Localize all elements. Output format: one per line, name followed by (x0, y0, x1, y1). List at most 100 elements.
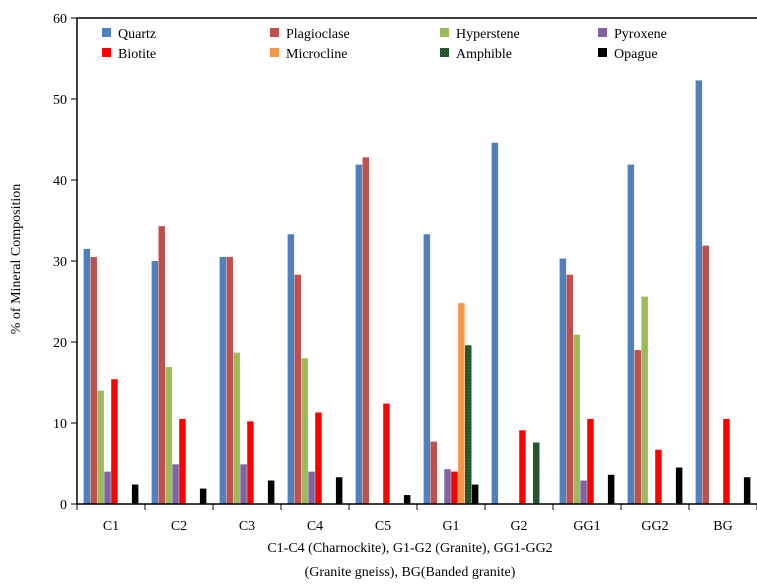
bar-biotite-gg2 (655, 449, 662, 504)
caption-line-1: C1-C4 (Charnockite), G1-G2 (Granite), GG… (267, 541, 552, 556)
bar-quartz-gg2 (627, 164, 635, 505)
bar-opague-c5 (403, 495, 411, 504)
legend-label: Biotite (118, 47, 156, 62)
category-group-c5 (355, 157, 411, 505)
category-group-g2 (491, 142, 540, 505)
bar-opague-g1 (471, 484, 479, 504)
bar-plagioclase-c4 (294, 274, 301, 504)
legend-swatch (440, 28, 449, 37)
legend-label: Amphible (456, 47, 512, 62)
y-tick-label: 0 (60, 498, 67, 513)
legend-item-pyroxene: Pyroxene (598, 27, 667, 42)
bar-quartz-g1 (423, 234, 431, 504)
bar-quartz-c4 (287, 234, 295, 504)
bar-opague-gg1 (607, 474, 615, 504)
y-tick-label: 50 (53, 93, 67, 108)
bar-plagioclase-bg (702, 245, 709, 505)
category-group-c1 (83, 248, 139, 504)
bar-plagioclase-gg1 (566, 274, 573, 504)
legend-swatch (440, 48, 449, 57)
x-tick-label: C2 (171, 519, 187, 534)
bar-plagioclase-c5 (362, 157, 369, 504)
legend-label: Opague (614, 47, 658, 62)
axes-layer: 0 10 20 30 40 50 60 C1 C2 C3 C4 C5 G1 G2 GG1 GG2 BG (53, 12, 757, 534)
bar-quartz-bg (695, 80, 703, 505)
x-tick-label: C5 (375, 519, 391, 534)
legend-label: Quartz (118, 27, 156, 42)
legend: Quartz Plagioclase Hyperstene Pyroxene Bioti… (102, 27, 667, 62)
category-group-c3 (219, 256, 275, 504)
category-group-gg2 (627, 164, 683, 505)
category-group-bg (695, 80, 751, 505)
bar-quartz-c5 (355, 164, 363, 505)
bar-biotite-c5 (383, 403, 390, 504)
y-tick-label: 20 (53, 336, 67, 351)
caption-line-2: (Granite gneiss), BG(Banded granite) (305, 565, 516, 580)
legend-swatch (102, 28, 111, 37)
y-tick-label: 60 (53, 12, 67, 27)
bar-pyroxene-g1 (444, 469, 451, 504)
bar-pyroxene-c3 (240, 464, 247, 504)
bar-quartz-c1 (83, 248, 91, 504)
legend-label: Microcline (286, 47, 347, 62)
bar-hyperstene-c2 (165, 367, 172, 504)
bar-pyroxene-gg1 (580, 480, 587, 504)
legend-swatch (598, 28, 607, 37)
category-group-g1 (423, 234, 479, 504)
bar-opague-gg2 (675, 467, 683, 504)
bar-microcline-g1 (458, 303, 465, 504)
bar-quartz-c3 (219, 256, 227, 504)
x-tick-label: C1 (103, 519, 119, 534)
legend-item-quartz: Quartz (102, 27, 156, 42)
x-tick-label: C3 (239, 519, 255, 534)
bar-hyperstene-c1 (97, 390, 104, 504)
legend-item-microcline: Microcline (270, 47, 347, 62)
category-group-c2 (151, 226, 207, 505)
bar-plagioclase-gg2 (634, 350, 641, 504)
bar-pyroxene-c4 (308, 471, 315, 504)
bar-opague-c3 (267, 480, 275, 504)
bar-layer (83, 80, 751, 505)
bar-amphible-g2 (533, 442, 540, 504)
x-tick-label: BG (713, 519, 732, 534)
bar-quartz-g2 (491, 142, 499, 505)
legend-item-amphible: Amphible (440, 47, 512, 62)
y-tick-label: 10 (53, 417, 67, 432)
bar-amphible-g1 (465, 345, 472, 504)
bar-biotite-c2 (179, 418, 186, 504)
bar-pyroxene-c2 (172, 464, 179, 504)
bar-biotite-g2 (519, 430, 526, 504)
bar-biotite-bg (723, 418, 730, 504)
bar-hyperstene-gg1 (573, 334, 580, 504)
legend-item-hyperstene: Hyperstene (440, 27, 520, 42)
legend-item-opague: Opague (598, 47, 658, 62)
x-tick-label: G1 (442, 519, 459, 534)
bar-hyperstene-c4 (301, 358, 308, 504)
x-tick-label: C4 (307, 519, 323, 534)
y-axis-title: % of Mineral Composition (9, 184, 24, 335)
legend-swatch (270, 28, 279, 37)
bar-plagioclase-g1 (430, 441, 437, 504)
bar-hyperstene-gg2 (641, 296, 648, 504)
legend-label: Pyroxene (614, 27, 667, 42)
bar-opague-c4 (335, 477, 343, 504)
bar-opague-bg (743, 477, 751, 504)
category-group-c4 (287, 234, 343, 504)
bar-plagioclase-c2 (158, 226, 165, 505)
y-tick-label: 30 (53, 255, 67, 270)
bar-biotite-c4 (315, 412, 322, 504)
bar-quartz-gg1 (559, 258, 567, 504)
legend-swatch (270, 48, 279, 57)
bar-pyroxene-c1 (104, 471, 111, 504)
bar-biotite-c1 (111, 379, 118, 504)
legend-item-plagioclase: Plagioclase (270, 27, 350, 42)
x-tick-label: GG1 (573, 519, 600, 534)
y-tick-label: 40 (53, 174, 67, 189)
bar-opague-c1 (131, 484, 139, 504)
category-group-gg1 (559, 258, 615, 504)
legend-swatch (102, 48, 111, 57)
bar-opague-c2 (199, 488, 207, 504)
legend-swatch (598, 48, 607, 57)
bar-biotite-c3 (247, 421, 254, 504)
